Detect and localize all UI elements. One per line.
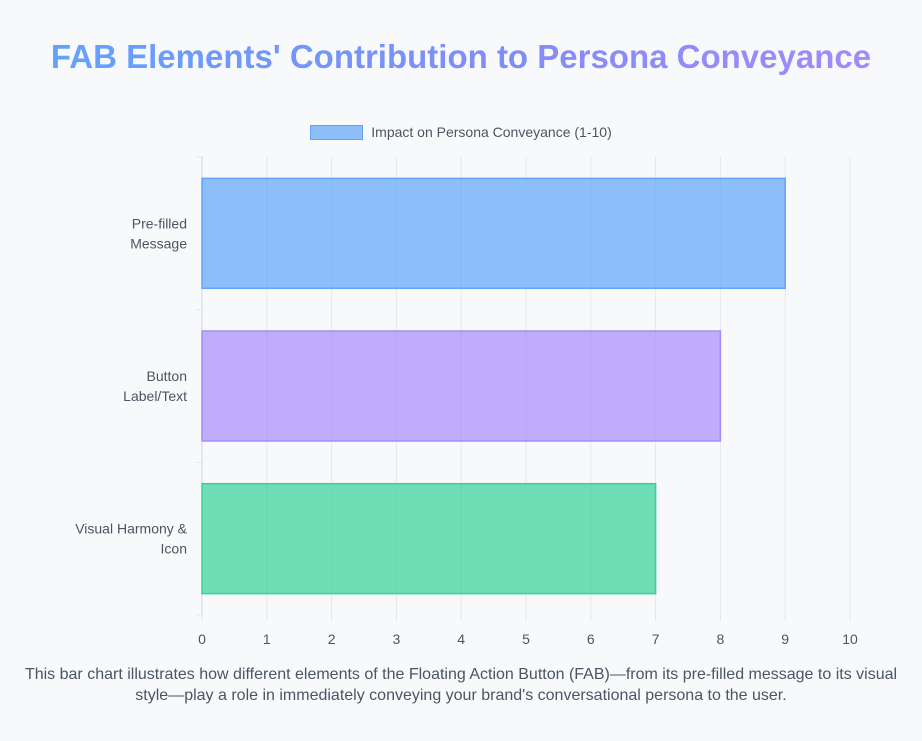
x-tick-label: 2: [328, 631, 336, 647]
y-category-label: Icon: [161, 541, 187, 557]
x-tick-label: 7: [652, 631, 660, 647]
x-tick-label: 6: [587, 631, 595, 647]
y-category-label: Pre-filled: [132, 215, 187, 231]
bar: [201, 482, 657, 595]
y-category-label: Message: [130, 235, 187, 251]
x-tick-label: 9: [781, 631, 789, 647]
y-category-label: Visual Harmony &: [75, 521, 187, 537]
bar-chart: 0 1 2 3 4 5 6 7 8 9 10 Pre-filled Message Button Label…: [75, 156, 858, 647]
x-tick-label: 4: [457, 631, 465, 647]
x-tick-label: 0: [198, 631, 206, 647]
x-tick-label: 1: [263, 631, 271, 647]
bar: [201, 330, 722, 442]
y-category-label: Label/Text: [123, 388, 187, 404]
bar: [201, 177, 786, 290]
legend[interactable]: Impact on Persona Conveyance (1-10): [0, 124, 922, 140]
x-tick-label: 3: [393, 631, 401, 647]
legend-swatch: [310, 124, 364, 140]
x-tick-label: 5: [522, 631, 530, 647]
y-category-label: Button: [147, 368, 187, 384]
chart-title: FAB Elements' Contribution to Persona Co…: [0, 38, 922, 76]
legend-label: Impact on Persona Conveyance (1-10): [371, 124, 612, 140]
x-tick-label: 8: [717, 631, 725, 647]
x-tick-label: 10: [842, 631, 858, 647]
chart-caption: This bar chart illustrates how different…: [24, 666, 898, 704]
